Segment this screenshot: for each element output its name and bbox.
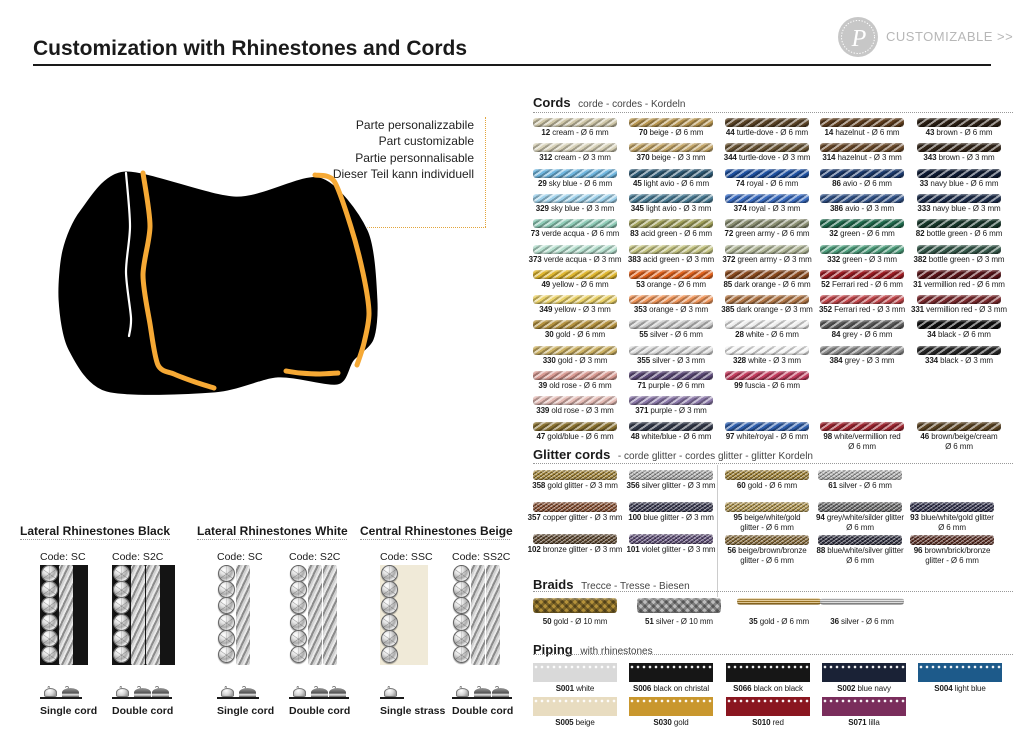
- svg-text:P: P: [851, 26, 867, 52]
